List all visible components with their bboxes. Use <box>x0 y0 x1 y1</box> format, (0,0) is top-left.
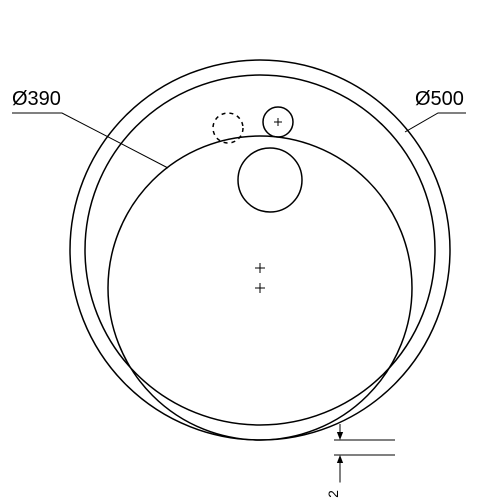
dim-label-bowl: Ø390 <box>12 88 61 110</box>
inner-rim-circle <box>85 75 435 425</box>
tap-hole-dashed-circle <box>213 113 243 143</box>
drain-circle <box>238 148 302 212</box>
dim-label-outer: Ø500 <box>415 88 464 110</box>
technical-drawing: Ø500 Ø390 2 <box>0 0 500 500</box>
leader-line-bowl <box>12 113 168 168</box>
dim-arrow-top <box>337 432 343 440</box>
dim-arrow-bottom <box>337 455 343 463</box>
leader-line-outer <box>405 113 466 132</box>
dim-label-thickness: 2 <box>325 490 341 498</box>
outer-rim-circle <box>70 60 450 440</box>
